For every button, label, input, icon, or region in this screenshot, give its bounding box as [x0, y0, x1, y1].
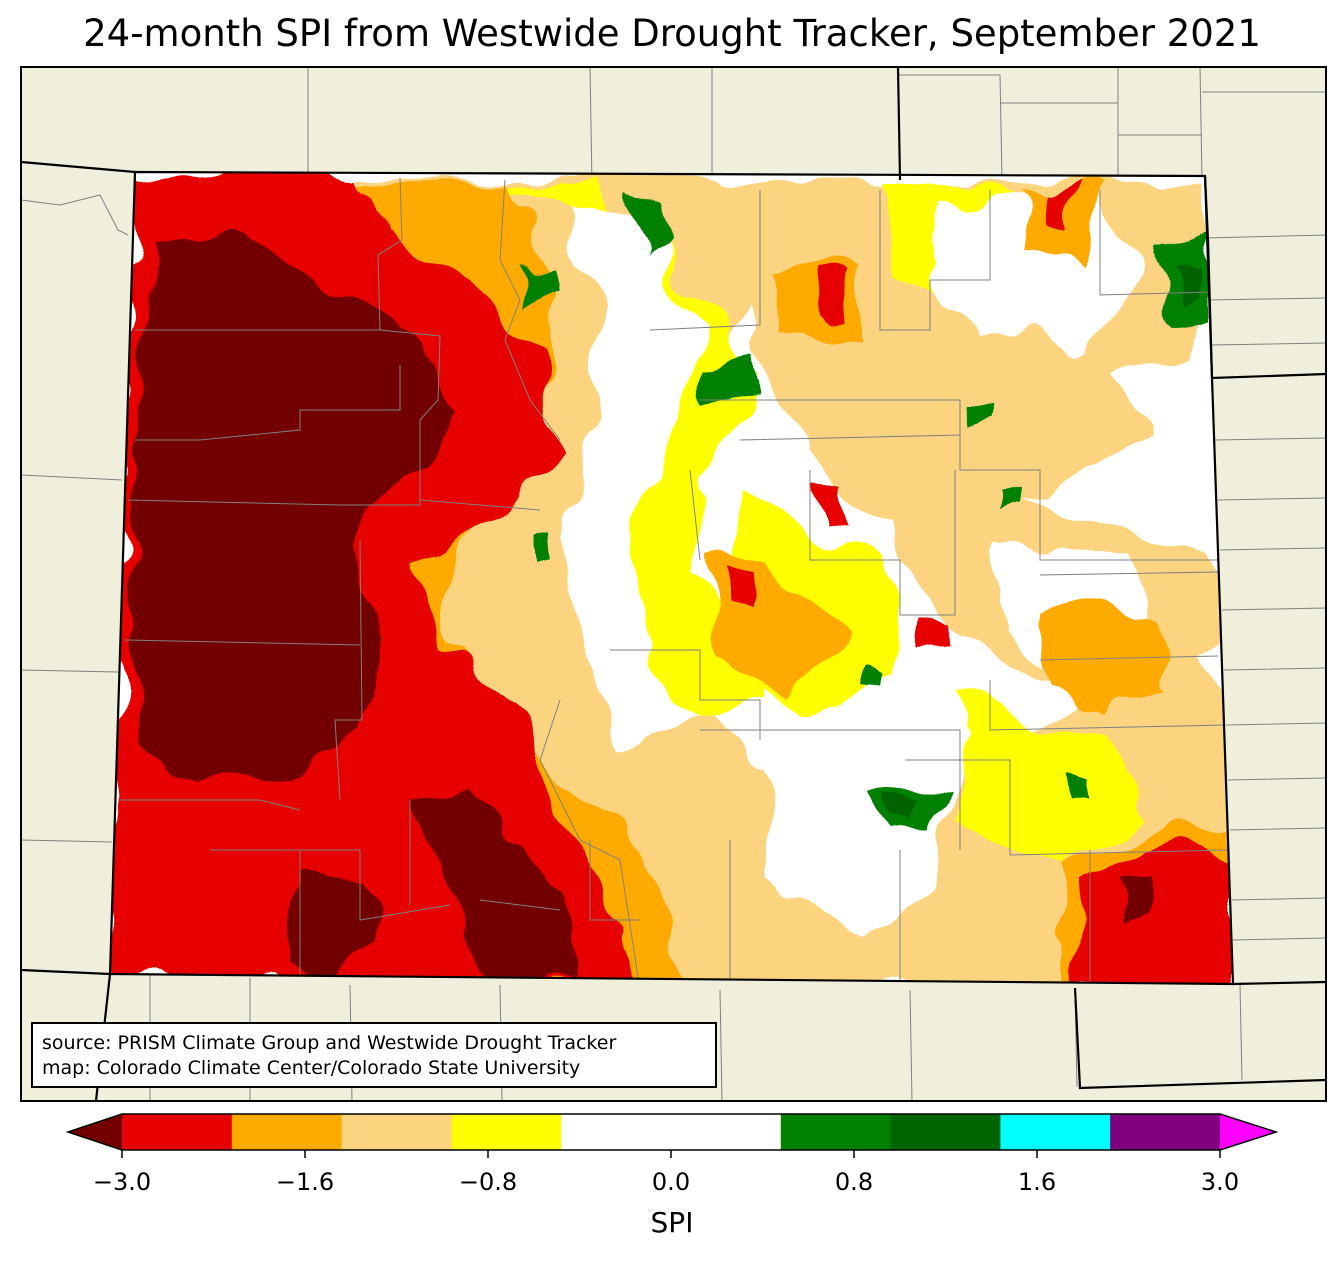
colorbar-bin: [341, 1114, 452, 1150]
map-title: 24-month SPI from Westwide Drought Track…: [83, 12, 1261, 55]
colorbar-bin: [671, 1114, 782, 1150]
colorbar-tick-label: 0.0: [651, 1168, 691, 1196]
colorbar-bin: [231, 1114, 343, 1150]
colorbar-tick-label: −0.8: [458, 1168, 518, 1196]
colorbar-bin: [890, 1114, 1001, 1150]
map-credit-line: map: Colorado Climate Center/Colorado St…: [42, 1057, 581, 1079]
colorbar-tick-label: −1.6: [275, 1168, 335, 1196]
colorbar-tick-label: 0.8: [834, 1168, 874, 1196]
colorbar-extend-low: [68, 1114, 122, 1150]
colorbar-bin: [451, 1114, 562, 1150]
colorbar: [65, 1113, 1279, 1158]
colorbar-tick-label: 1.6: [1017, 1168, 1057, 1196]
colorbar-bin: [780, 1114, 892, 1150]
colorbar-extend-high: [1220, 1114, 1276, 1150]
source-credit-line: source: PRISM Climate Group and Westwide…: [42, 1032, 617, 1054]
colorbar-bin: [561, 1114, 672, 1150]
map-frame: [20, 66, 1327, 1102]
colorbar-label: SPI: [650, 1206, 694, 1239]
colorbar-bin: [1000, 1114, 1111, 1150]
source-credit-box: source: PRISM Climate Group and Westwide…: [31, 1022, 717, 1088]
spi-field: [110, 172, 1233, 984]
colorbar-tick-label: −3.0: [92, 1168, 152, 1196]
colorbar-bin: [122, 1114, 233, 1150]
colorbar-tick-label: 3.0: [1200, 1168, 1240, 1196]
state-borders: [21, 67, 1326, 1101]
colorbar-bin: [1110, 1114, 1221, 1150]
